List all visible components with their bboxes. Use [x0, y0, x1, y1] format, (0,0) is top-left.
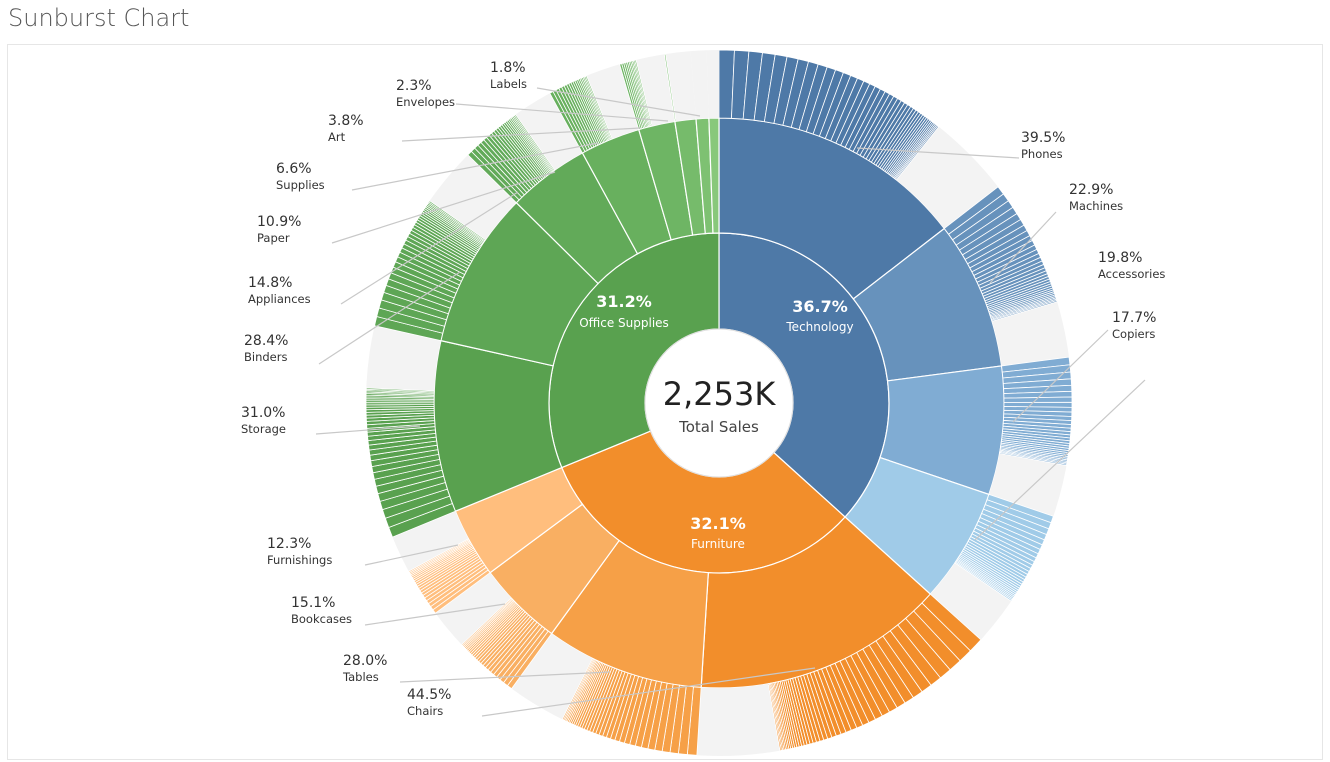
leader-furnishings — [364, 544, 459, 566]
label-pct: 22.9% — [1069, 182, 1114, 198]
label-pct: 28.0% — [343, 653, 388, 669]
label-name: Supplies — [276, 178, 325, 192]
leader-binders — [318, 271, 461, 365]
label-name: Binders — [244, 350, 288, 364]
center-circle — [644, 328, 794, 478]
label-name: Phones — [1021, 147, 1063, 161]
leader-accessories — [1012, 329, 1109, 423]
label-pct: 2.3% — [396, 78, 432, 94]
leader-art — [401, 127, 641, 142]
category-name-technology: Technology — [785, 320, 853, 334]
leader-envelopes — [455, 103, 669, 122]
product-slice[interactable] — [461, 597, 513, 647]
label-name: Copiers — [1112, 327, 1156, 341]
product-slice[interactable] — [561, 657, 594, 721]
leader-tables — [399, 671, 611, 683]
category-name-furniture: Furniture — [691, 537, 745, 551]
label-name: Appliances — [248, 292, 311, 306]
leader-copiers — [974, 379, 1146, 541]
label-name: Bookcases — [291, 612, 353, 626]
product-slice[interactable] — [894, 125, 940, 181]
product-slice[interactable] — [408, 538, 470, 573]
total-label: Total Sales — [678, 418, 759, 436]
label-copiers: 17.7% Copiers — [1112, 311, 1156, 341]
label-name: Storage — [241, 422, 286, 436]
label-name: Furnishings — [267, 553, 333, 567]
label-pct: 15.1% — [291, 595, 336, 611]
label-chairs: 44.5% Chairs — [407, 688, 451, 718]
product-slice[interactable] — [991, 300, 1058, 322]
leader-paper — [331, 171, 556, 244]
label-pct: 39.5% — [1021, 130, 1066, 146]
label-storage: 31.0% Storage — [241, 406, 286, 436]
label-labels: 1.8% Labels — [490, 61, 527, 91]
leader-appliances — [340, 191, 519, 305]
product-slice[interactable] — [663, 53, 677, 122]
product-slice[interactable] — [513, 113, 556, 172]
leader-phones — [856, 147, 1020, 159]
label-pct: 17.7% — [1112, 310, 1157, 326]
leader-bookcases — [364, 603, 506, 626]
label-pct: 19.8% — [1098, 250, 1143, 266]
label-name: Chairs — [407, 704, 444, 718]
label-name: Machines — [1069, 199, 1124, 213]
product-ring-background-envelopes[interactable] — [690, 50, 709, 119]
leader-machines — [989, 211, 1057, 284]
label-name: Paper — [257, 231, 290, 245]
label-pct: 1.8% — [490, 60, 526, 76]
category-pct-office-supplies: 31.2% — [596, 292, 652, 311]
label-pct: 6.6% — [276, 161, 312, 177]
leader-labels — [536, 87, 701, 117]
leader-storage — [315, 425, 421, 435]
label-paper: 10.9% Paper — [257, 215, 301, 245]
label-name: Tables — [343, 670, 379, 684]
label-name: Accessories — [1098, 267, 1166, 281]
product-slice[interactable] — [999, 451, 1068, 466]
product-slice[interactable] — [365, 387, 435, 393]
product-slice[interactable] — [584, 75, 613, 140]
label-machines: 22.9% Machines — [1069, 183, 1123, 213]
leader-chairs — [481, 667, 816, 717]
product-slice[interactable] — [767, 683, 782, 752]
label-art: 3.8% Art — [328, 114, 364, 144]
label-pct: 12.3% — [267, 536, 312, 552]
label-tables: 28.0% Tables — [343, 654, 387, 684]
leader-supplies — [351, 142, 599, 191]
label-appliances: 14.8% Appliances — [248, 276, 311, 306]
label-binders: 28.4% Binders — [244, 334, 288, 364]
label-pct: 44.5% — [407, 687, 452, 703]
label-pct: 10.9% — [257, 214, 302, 230]
category-name-office-supplies: Office Supplies — [579, 316, 669, 330]
label-phones: 39.5% Phones — [1021, 131, 1065, 161]
label-name: Envelopes — [396, 95, 456, 109]
label-name: Labels — [490, 77, 528, 91]
category-pct-furniture: 32.1% — [690, 514, 746, 533]
label-pct: 31.0% — [241, 405, 286, 421]
product-ring-background-labels[interactable] — [706, 50, 719, 119]
label-name: Art — [328, 130, 346, 144]
label-envelopes: 2.3% Envelopes — [396, 79, 455, 109]
label-accessories: 19.8% Accessories — [1098, 251, 1165, 281]
label-pct: 28.4% — [244, 333, 289, 349]
product-slice[interactable] — [954, 561, 1013, 602]
product-slice[interactable] — [428, 200, 486, 242]
label-supplies: 6.6% Supplies — [276, 162, 325, 192]
category-pct-technology: 36.7% — [792, 297, 848, 316]
product-slice[interactable] — [634, 59, 653, 127]
total-value: 2,253K — [663, 375, 777, 413]
label-pct: 14.8% — [248, 275, 293, 291]
chart-frame — [7, 44, 1323, 760]
label-pct: 3.8% — [328, 113, 364, 129]
label-bookcases: 15.1% Bookcases — [291, 596, 352, 626]
subcategory-slice-labels[interactable] — [708, 117, 720, 234]
chart-title: Sunburst Chart — [8, 4, 190, 32]
label-furnishings: 12.3% Furnishings — [267, 537, 332, 567]
